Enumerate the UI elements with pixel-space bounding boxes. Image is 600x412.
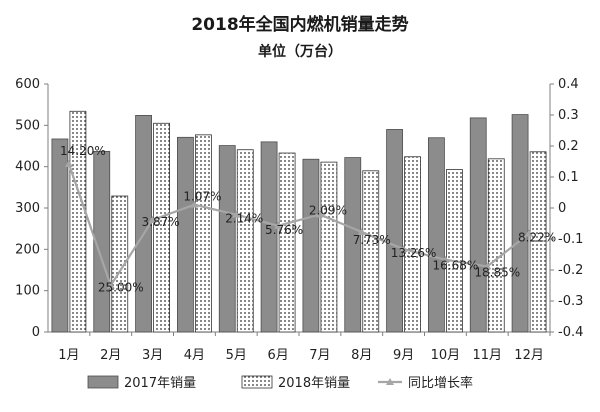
x-tick-label: 3月	[142, 348, 163, 363]
growth-rate-label: 1.07%	[183, 190, 221, 204]
x-tick-label: 7月	[309, 348, 330, 363]
x-tick-label: 1月	[58, 348, 79, 363]
bar-2018	[153, 122, 170, 333]
bar-2017	[469, 117, 487, 333]
x-tick-label: 12月	[514, 348, 544, 363]
growth-rate-label: 8.22%	[518, 230, 556, 244]
right-tick-label: -0.1	[558, 232, 583, 247]
growth-rate-label: 13.26%	[391, 246, 437, 260]
bar-2017	[428, 137, 445, 333]
bar-2018	[278, 152, 296, 333]
legend-label-2018: 2018年销量	[278, 376, 350, 391]
right-tick-label: -0.2	[558, 263, 583, 278]
x-tick-label: 2月	[100, 348, 121, 363]
legend-swatch-2018	[241, 375, 273, 389]
growth-rate-marker	[190, 200, 199, 208]
bar-2017	[260, 141, 278, 333]
growth-rate-label: 14.20%	[60, 144, 106, 158]
growth-rate-marker	[106, 281, 115, 289]
growth-rate-marker	[399, 245, 408, 253]
legend-marker-growth	[386, 378, 394, 385]
x-tick-label: 4月	[184, 348, 205, 363]
growth-rate-label: 2.14%	[225, 212, 263, 226]
right-tick-label: 0.4	[558, 77, 579, 92]
x-tick-label: 10月	[431, 348, 461, 363]
chart-title: 2018年全国内燃机销量走势	[191, 14, 408, 35]
right-tick-label: -0.4	[558, 325, 583, 340]
bar-2017	[218, 145, 236, 333]
growth-rate-label: 18.85%	[474, 265, 520, 279]
chart-subtitle: 单位（万台）	[258, 43, 342, 60]
bar-2017	[93, 150, 111, 333]
left-tick-label: 600	[15, 77, 40, 92]
bar-2017	[135, 115, 152, 333]
bar-2018	[529, 151, 547, 333]
growth-rate-marker	[64, 159, 73, 167]
growth-rate-label: 25.00%	[98, 281, 144, 295]
bar-2017	[302, 158, 320, 333]
growth-rate-label: 5.76%	[265, 223, 303, 237]
bar-2018	[195, 134, 212, 333]
legend-label-2017: 2017年销量	[124, 376, 196, 391]
growth-rate-marker	[315, 210, 324, 218]
legend-label-growth: 同比增长率	[408, 375, 473, 391]
x-tick-label: 8月	[351, 348, 372, 363]
growth-rate-label: 7.73%	[353, 233, 391, 247]
growth-rate-label: 2.09%	[309, 203, 347, 217]
right-tick-label: -0.3	[558, 294, 583, 309]
right-tick-label: 0	[558, 201, 566, 216]
left-tick-label: 0	[32, 325, 40, 340]
bar-2018	[236, 149, 254, 333]
bar-2018	[320, 161, 338, 333]
growth-rate-marker	[525, 229, 534, 237]
x-tick-label: 5月	[226, 348, 247, 363]
left-tick-label: 300	[15, 201, 40, 216]
bar-2018	[111, 195, 129, 333]
growth-rate-marker	[357, 227, 366, 235]
bar-2018	[487, 158, 505, 333]
bar-2017	[344, 157, 362, 333]
bar-2017	[51, 138, 69, 333]
x-tick-label: 6月	[267, 348, 288, 363]
growth-rate-marker	[441, 255, 450, 263]
growth-rate-marker	[274, 221, 283, 229]
bar-2018	[362, 170, 380, 333]
right-tick-label: 0.3	[558, 108, 579, 123]
growth-rate-label: 3.87%	[142, 215, 180, 229]
left-tick-label: 200	[15, 242, 40, 257]
growth-rate-line	[67, 163, 530, 289]
left-tick-label: 100	[15, 284, 40, 299]
left-tick-label: 400	[15, 160, 40, 175]
bar-2017	[177, 136, 194, 333]
growth-rate-label: 16.68%	[433, 259, 479, 273]
bar-2018	[446, 169, 463, 333]
x-tick-label: 11月	[472, 348, 502, 363]
left-tick-label: 500	[15, 118, 40, 133]
right-tick-label: 0.1	[558, 170, 579, 185]
bar-2017	[511, 114, 529, 333]
growth-rate-marker	[232, 210, 241, 218]
bar-2018	[404, 156, 421, 333]
growth-rate-marker	[148, 215, 157, 223]
right-tick-label: 0.2	[558, 139, 579, 154]
x-tick-label: 9月	[393, 348, 414, 363]
bar-2018	[69, 110, 87, 333]
growth-rate-marker	[483, 262, 492, 270]
bar-2017	[386, 129, 403, 333]
legend-swatch-2017	[87, 375, 119, 389]
